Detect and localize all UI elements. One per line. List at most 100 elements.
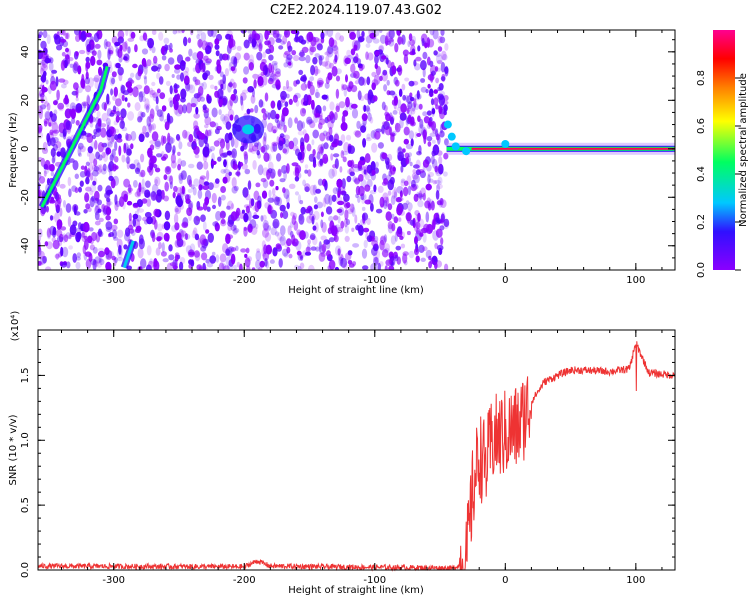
spectrogram-cell xyxy=(196,133,200,142)
spectrogram-cell xyxy=(137,247,144,259)
spectrogram-cell xyxy=(396,204,403,216)
spectrogram-cell xyxy=(304,251,312,256)
spectrogram-cell xyxy=(198,184,203,191)
spectrogram-cell xyxy=(301,121,306,129)
spectrogram-cell xyxy=(388,30,395,39)
spectrogram-cell xyxy=(357,222,361,232)
spectrogram-cell xyxy=(89,184,97,193)
spectrogram-cell xyxy=(255,250,262,262)
spectrogram-cell xyxy=(435,165,440,174)
spectrogram-cell xyxy=(182,104,188,114)
spectrogram-cell xyxy=(64,32,69,40)
spectrogram-cell xyxy=(91,164,98,172)
spectrogram-cell xyxy=(151,232,156,243)
spectrogram-cell xyxy=(158,76,164,85)
spectrogram-cell xyxy=(333,215,339,221)
spectrogram-cell xyxy=(361,248,368,259)
spectrogram-cell xyxy=(332,164,337,169)
spectrogram-cell xyxy=(177,104,184,115)
spectrogram-cell xyxy=(137,68,143,77)
spectrogram-cell xyxy=(60,246,64,257)
spectrogram-cell xyxy=(39,104,47,110)
spectrogram-cell xyxy=(214,220,219,228)
spectrogram-cell xyxy=(151,123,157,131)
spectrogram-cell xyxy=(340,122,348,131)
spectrogram-cell xyxy=(128,212,132,222)
spectrogram-cell xyxy=(105,117,111,126)
spectrogram-cell xyxy=(243,52,250,61)
spectrogram-cell xyxy=(318,122,323,130)
spectrogram-cell xyxy=(85,258,92,269)
x-tick-label: -300 xyxy=(102,275,125,286)
spectrogram-cell xyxy=(91,50,97,56)
spectrogram-cell xyxy=(194,79,201,86)
spectrogram-cell xyxy=(252,214,260,219)
spectrogram-cell xyxy=(293,36,301,43)
spectrogram-cell xyxy=(181,221,189,229)
spectrogram-cell xyxy=(262,251,269,261)
spectrogram-cell xyxy=(56,219,63,229)
spectrogram-cell xyxy=(223,159,227,168)
spectrogram-cell xyxy=(94,197,100,203)
spectrogram-cell xyxy=(371,169,376,176)
colorbar-tick-label: 0.6 xyxy=(696,118,707,134)
spectrogram-cell xyxy=(44,44,48,52)
spectrogram-cell xyxy=(169,85,173,95)
y-tick-label: 1.5 xyxy=(20,367,31,383)
spectrogram-cell xyxy=(283,252,289,258)
spectrogram-cell xyxy=(151,131,159,142)
spectrogram-cell xyxy=(105,249,113,260)
spectrogram-cell xyxy=(89,189,94,196)
spectrogram-cell xyxy=(235,245,239,251)
spectrogram-cell xyxy=(407,185,411,196)
spectrogram-cell xyxy=(435,133,440,141)
spectrogram-cell xyxy=(220,114,226,122)
spectrogram-cell xyxy=(227,100,233,111)
spectrogram-cell xyxy=(366,107,371,115)
spectrogram-cell xyxy=(230,211,238,222)
spectrogram-cell xyxy=(136,206,140,212)
spectrogram-cell xyxy=(336,208,343,213)
spectrogram-cell xyxy=(125,227,131,237)
spectrogram-cell xyxy=(49,80,57,91)
spectrogram-cell xyxy=(375,208,383,214)
spectrogram-cell xyxy=(92,77,100,82)
spectrogram-cell xyxy=(144,192,151,198)
spectrogram-cell xyxy=(435,77,439,84)
spectrogram-cell xyxy=(245,247,250,254)
spectrogram-cell xyxy=(329,101,335,111)
spectrogram-cell xyxy=(219,253,227,263)
spectrogram-cell xyxy=(147,260,154,269)
spectrogram-cell xyxy=(141,178,145,190)
spectrogram-cell xyxy=(344,217,348,228)
spectrogram-cell xyxy=(400,180,406,187)
spectrogram-cell xyxy=(132,213,139,220)
spectrogram-cell xyxy=(165,166,171,173)
spectrogram-cell xyxy=(318,55,323,66)
spectrogram-cell xyxy=(331,194,337,202)
spectrogram-cell xyxy=(390,116,394,125)
spectrogram-cell xyxy=(271,188,276,196)
spectrogram-cell xyxy=(345,74,348,83)
spectrogram-cell xyxy=(280,212,284,219)
spectrogram-cell xyxy=(438,83,444,91)
x-tick-label: -200 xyxy=(233,275,256,286)
snr-plot-area xyxy=(38,330,675,570)
spectrogram-cell xyxy=(317,144,324,155)
spectrogram-cell xyxy=(60,261,67,268)
spectrogram-cell xyxy=(183,36,188,47)
spectrogram-cell xyxy=(268,189,272,198)
spectrogram-cell xyxy=(356,30,361,39)
spectrogram-cell xyxy=(311,215,315,225)
spectrogram-cell xyxy=(214,222,220,232)
spectrogram-cell xyxy=(300,255,304,261)
spectrogram-cell xyxy=(399,190,403,198)
spectrogram-cell xyxy=(377,262,381,270)
spectrogram-cell xyxy=(228,132,233,141)
spectrogram-cell xyxy=(88,162,94,172)
spectrogram-cell xyxy=(426,223,433,235)
spectrogram-cell xyxy=(444,65,449,77)
spectrogram-cell xyxy=(359,156,365,161)
spectrogram-cell xyxy=(395,79,400,87)
